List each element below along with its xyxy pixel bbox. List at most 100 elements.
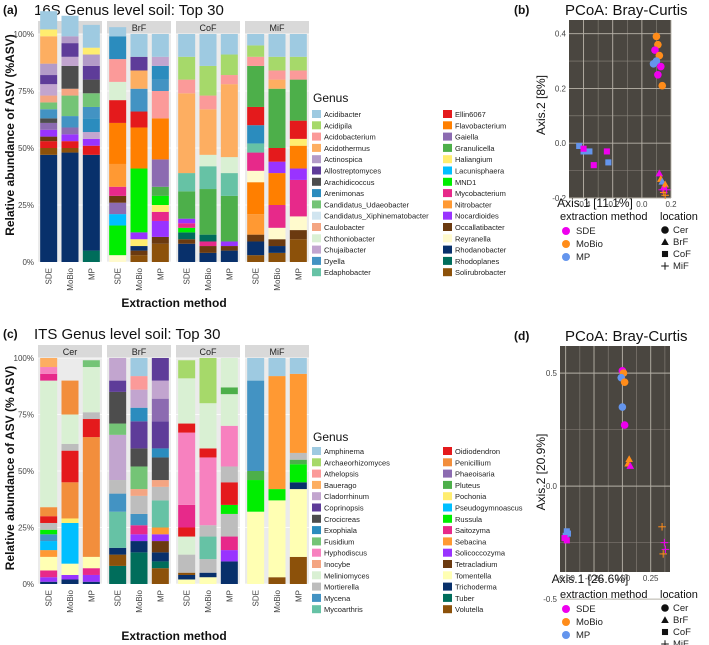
bar-segment-occallatibacter [220,246,238,251]
bar-segment-acidothermus [40,36,58,64]
point-brf [661,180,669,188]
legend-swatch-occallatibacter [443,223,452,231]
legend-location-label-brf: BrF [673,237,689,248]
legend-label-fusidium: Fusidium [324,537,354,546]
bar-segment-sebacina [40,550,58,557]
legend-label-oidiodendron: Oidiodendron [455,447,500,456]
bar-segment-solicoccozyma [151,534,169,542]
bar-segment-trichoderma [151,552,169,562]
legend-label-acidothermus: Acidothermus [324,144,370,153]
legend-label-athelopsis: Athelopsis [324,470,359,479]
facet-strip [245,21,309,34]
legend-swatch-ellin6067 [443,110,452,118]
bar-segment-solicoccozyma [40,577,58,582]
bar-segment-ellin6067 [82,145,100,155]
x-tick-label: SDE [183,268,192,284]
facet-strip [176,21,240,34]
pcoa-panel-bg [560,346,670,572]
bar-segment-pluteus [289,459,307,465]
legend-label-crocicreas: Crocicreas [324,515,360,524]
bar-segment-coprinopsis [151,358,169,381]
bar-segment-fusidium [109,423,127,435]
legend-label-pluteus: Pluteus [455,481,480,490]
legend-label-mycobacterium: Mycobacterium [455,189,506,198]
bar-segment-russula [40,529,58,535]
panel-b-xlabel: Axis.1 [11.1%] [557,196,633,210]
legend-label-solirubrobacter: Solirubrobacter [455,268,506,277]
legend-swatch-meliniomyces [312,571,321,580]
bar-segment-volutella [151,568,169,584]
bar-segment-edaphobacter [199,166,217,190]
bar-segment-dyella [130,88,148,112]
point-mif [661,191,669,200]
bar-segment-archaeorhizomyces [178,360,196,379]
pcoa-plot-16s: -0.4 -0.2 0.0 0.2 -0.2 0.0 0.2 0.4 [552,20,677,209]
x-tick-label: MoBio [204,589,213,612]
bar-segment-allostreptomyces [61,43,79,57]
legend-label-mortierella: Mortierella [324,583,360,592]
bar-chart-16s: 0%25%50%75%100%CerSDEMoBioMPBrFSDEMoBioM… [14,11,309,291]
legend-method-title: extraction method [560,211,647,223]
legend-method-dot-mp [562,253,570,261]
bar-segment-solicoccozyma [220,550,238,562]
bar-segment-mycoarthris [151,500,169,528]
legend-method-title: extraction method [560,589,647,601]
x-tick-label: MoBio [273,589,282,612]
legend-swatch-mycena [312,593,321,602]
bar-segment-chujaibacter [82,132,100,139]
legend-location-title: location [660,211,698,223]
point-cof [576,142,583,150]
bar-segment-flavobacterium [130,127,148,169]
bar-segment-granulicella [247,65,265,107]
panel-c-label: (c) [3,327,18,341]
y-tick-label: 50% [18,467,34,476]
pcoa-legend-16s: extraction method SDE MoBio MP location CerBr… [560,211,698,272]
bar-segment-cladorrhinum [130,389,148,408]
legend-label-granulicella: Granulicella [455,144,495,153]
legend-label-acidipila: Acidipila [324,121,353,130]
point-cof [661,628,669,636]
bar-segment-oidiodendron [220,482,238,505]
x-tick-label: -0.25 [585,574,604,583]
bar-segment-amphinema [130,358,148,377]
x-tick-label: MoBio [204,267,213,290]
bar-segment-allostreptomyces [130,56,148,71]
bar-segment-mortierella [199,525,217,537]
x-tick-label: MP [156,590,165,602]
point-cof [605,159,612,166]
bar-segment-actinospica [82,54,100,66]
legend-swatch-acidobacterium [312,132,321,141]
legend-swatch-tetracladium [443,560,452,568]
legend-swatch-acidipila [312,121,321,130]
bar-segment-hyphodiscus [199,457,217,526]
bar-segment-mycena [109,493,127,512]
legend-label-trichoderma: Trichoderma [455,583,498,592]
bar-segment-meliniomyces [40,380,58,508]
x-tick-label: MoBio [135,267,144,290]
bar-segment-fusidium [82,360,100,368]
bar-segment-mycobacterium [199,241,217,247]
bar-segment-flavobacterium [151,118,169,160]
facet-strip-label: Cer [63,347,78,357]
panel-d-title: PCoA: Bray-Curtis [565,328,688,345]
bar-segment-mycoarthris [109,511,127,548]
y-tick-label: 100% [14,30,34,39]
x-tick-label: -0.2 [606,200,620,209]
legend-label-sebacina: Sebacina [455,537,487,546]
bar-segment-candidatus-udaeobacter [40,102,58,110]
point-cer [618,403,627,411]
bar-segment-solicoccozyma [61,574,79,580]
bar-segment-granulicella [199,189,217,235]
bar-segment-mycena [130,513,148,526]
facet-strip [245,345,309,358]
bar-segment-dyella [40,109,58,119]
y-tick-label: 0% [22,580,34,589]
legend-swatch-trichoderma [443,582,452,591]
bar-segment-mycobacterium [247,152,265,171]
legend-swatch-nitrobacter [443,200,452,209]
legend-swatch-pseudogymnoascus [443,503,452,512]
bar-segment-acidibacter [268,34,286,57]
legend-label-lacunisphaera: Lacunisphaera [455,167,505,176]
bar-segment-nocardioides [268,161,286,174]
